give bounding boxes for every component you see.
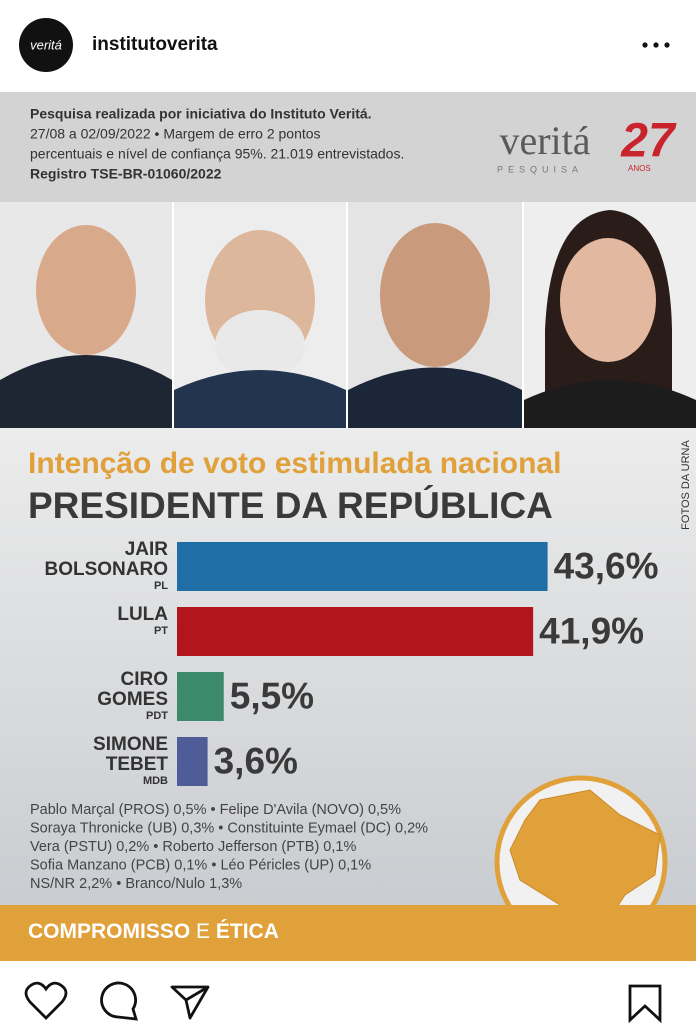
- candidate-photos: [0, 202, 696, 428]
- header-line: Pesquisa realizada por iniciativa do Ins…: [30, 106, 372, 122]
- account-name[interactable]: institutoverita: [92, 34, 218, 55]
- value-label: 41,9%: [539, 610, 644, 651]
- logo-name: veritá: [499, 118, 590, 163]
- other-candidates-line: Vera (PSTU) 0,2% • Roberto Jefferson (PT…: [30, 839, 356, 855]
- category-label: JAIR: [125, 539, 169, 560]
- header-line: Registro TSE-BR-01060/2022: [30, 166, 222, 182]
- footer-word: E: [196, 920, 210, 943]
- header-line: 27/08 a 02/09/2022 • Margem de erro 2 po…: [30, 126, 321, 142]
- party-label: MDB: [143, 775, 168, 787]
- header-line: percentuais e nível de confiança 95%. 21…: [30, 146, 404, 162]
- chart-title: Intenção de voto estimulada nacional: [28, 447, 561, 480]
- more-button[interactable]: [642, 42, 670, 48]
- info-band: [0, 92, 696, 202]
- logo-years: 27: [620, 115, 677, 168]
- footer-text: COMPROMISSO E ÉTICA: [28, 920, 279, 943]
- like-button[interactable]: [24, 981, 68, 1020]
- chart-subtitle: PRESIDENTE DA REPÚBLICA: [28, 484, 553, 526]
- bar: [177, 607, 534, 656]
- category-label: GOMES: [97, 689, 168, 710]
- party-label: PDT: [146, 710, 168, 722]
- avatar[interactable]: [19, 18, 73, 72]
- category-label: BOLSONARO: [45, 559, 169, 580]
- comment-button[interactable]: [100, 981, 138, 1021]
- avatar-text: veritá: [30, 37, 62, 52]
- party-label: PT: [154, 625, 168, 637]
- category-label: LULA: [117, 604, 168, 625]
- value-label: 3,6%: [214, 740, 298, 781]
- value-label: 5,5%: [230, 675, 314, 716]
- bar: [177, 737, 208, 786]
- bar: [177, 672, 224, 721]
- bar: [177, 542, 548, 591]
- footer-word: ÉTICA: [216, 920, 279, 943]
- other-candidates-line: Pablo Marçal (PROS) 0,5% • Felipe D'Avil…: [30, 802, 401, 818]
- value-label: 43,6%: [554, 545, 659, 586]
- category-label: CIRO: [121, 669, 169, 690]
- logo-tagline: PESQUISA: [497, 164, 583, 174]
- other-candidates: Pablo Marçal (PROS) 0,5% • Felipe D'Avil…: [30, 802, 428, 892]
- other-candidates-line: Soraya Thronicke (UB) 0,3% • Constituint…: [30, 820, 428, 836]
- other-candidates-line: NS/NR 2,2% • Branco/Nulo 1,3%: [30, 876, 242, 892]
- footer-word: COMPROMISSO: [28, 920, 190, 943]
- save-button[interactable]: [628, 984, 662, 1024]
- logo-years-label: ANOS: [628, 164, 651, 173]
- other-candidates-line: Sofia Manzano (PCB) 0,1% • Léo Péricles …: [30, 857, 371, 873]
- share-button[interactable]: [170, 985, 210, 1020]
- party-label: PL: [154, 580, 168, 592]
- photo-credit: FOTOS DA URNA: [680, 440, 692, 530]
- category-label: SIMONE: [93, 734, 168, 755]
- category-label: TEBET: [106, 754, 169, 775]
- footer-band: [0, 905, 696, 961]
